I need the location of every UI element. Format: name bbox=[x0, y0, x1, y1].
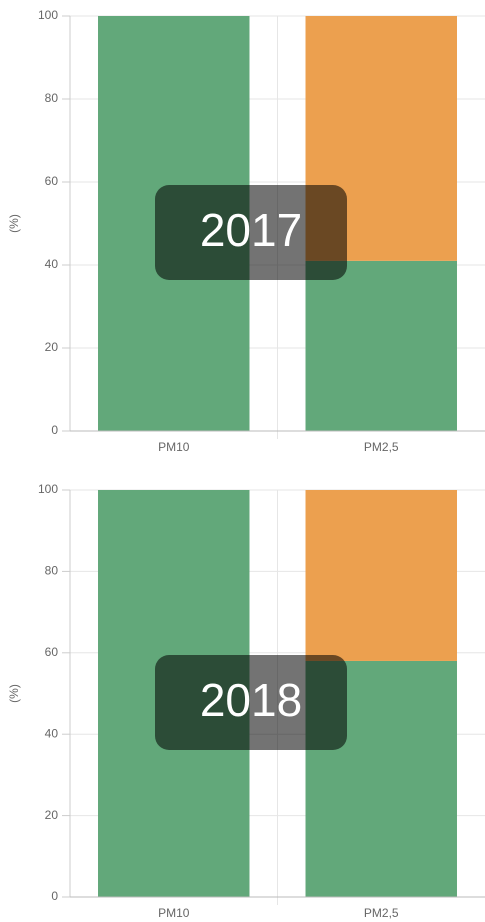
x-tick-label: PM10 bbox=[158, 906, 190, 920]
y-tick-label: 20 bbox=[45, 808, 59, 822]
y-axis-title: (%) bbox=[7, 214, 21, 233]
y-tick-label: 100 bbox=[38, 482, 58, 496]
y-tick-label: 100 bbox=[38, 8, 58, 22]
y-tick-label: 80 bbox=[45, 564, 59, 578]
annotation-box bbox=[155, 655, 347, 750]
y-tick-label: 40 bbox=[45, 726, 59, 740]
bar-segment bbox=[305, 260, 457, 431]
y-tick-label: 80 bbox=[45, 91, 59, 105]
x-tick-label: PM10 bbox=[158, 440, 190, 454]
annotation: 2018 bbox=[200, 674, 302, 726]
y-tick-label: 20 bbox=[45, 340, 59, 354]
y-tick-label: 40 bbox=[45, 257, 59, 271]
x-tick-label: PM2,5 bbox=[364, 906, 399, 920]
y-tick-label: 0 bbox=[51, 889, 58, 903]
x-tick-label: PM2,5 bbox=[364, 440, 399, 454]
bar-segment bbox=[305, 490, 457, 661]
y-axis-title: (%) bbox=[7, 684, 21, 703]
annotation-box bbox=[155, 185, 347, 280]
y-tick-label: 60 bbox=[45, 645, 59, 659]
annotation: 2017 bbox=[200, 204, 302, 256]
y-tick-label: 60 bbox=[45, 174, 59, 188]
y-tick-label: 0 bbox=[51, 423, 58, 437]
